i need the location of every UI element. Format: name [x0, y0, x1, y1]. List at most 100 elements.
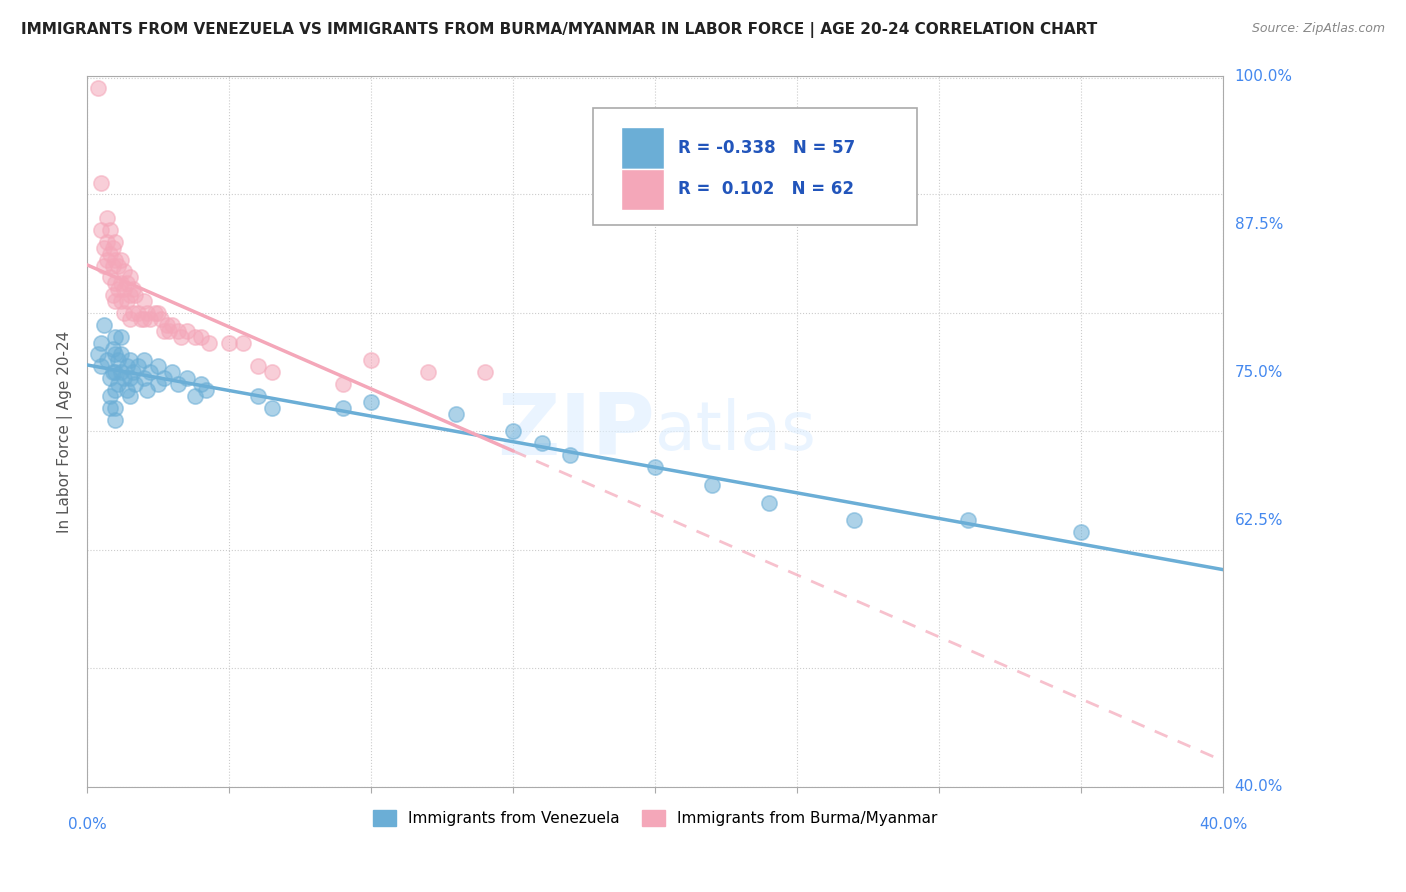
Point	[138, 311, 160, 326]
Point	[101, 288, 124, 302]
Point	[176, 371, 198, 385]
Point	[162, 318, 184, 332]
Point	[170, 329, 193, 343]
Point	[530, 436, 553, 450]
Point	[107, 377, 129, 392]
Point	[360, 394, 382, 409]
Point	[96, 353, 118, 368]
Point	[115, 359, 138, 374]
Text: 100.0%: 100.0%	[1234, 69, 1292, 84]
Point	[104, 365, 127, 379]
Point	[104, 277, 127, 291]
Point	[101, 259, 124, 273]
Point	[135, 383, 157, 397]
Point	[121, 282, 143, 296]
Point	[446, 407, 468, 421]
Point	[176, 324, 198, 338]
Point	[118, 389, 141, 403]
Point	[138, 365, 160, 379]
Point	[104, 294, 127, 309]
Legend: Immigrants from Venezuela, Immigrants from Burma/Myanmar: Immigrants from Venezuela, Immigrants fr…	[367, 805, 943, 832]
Point	[135, 306, 157, 320]
Point	[474, 365, 496, 379]
Point	[502, 425, 524, 439]
Point	[127, 306, 149, 320]
Point	[118, 311, 141, 326]
Point	[260, 401, 283, 415]
Point	[115, 277, 138, 291]
Point	[159, 324, 181, 338]
Point	[87, 81, 110, 95]
Point	[112, 264, 135, 278]
Point	[132, 294, 155, 309]
Text: 0.0%: 0.0%	[67, 817, 107, 832]
Point	[87, 347, 110, 361]
Point	[90, 359, 112, 374]
Text: 62.5%: 62.5%	[1234, 513, 1284, 528]
Point	[110, 329, 132, 343]
Point	[758, 495, 780, 509]
Text: 75.0%: 75.0%	[1234, 365, 1282, 380]
Point	[110, 365, 132, 379]
Point	[93, 259, 115, 273]
Point	[93, 241, 115, 255]
Point	[124, 377, 146, 392]
Point	[96, 211, 118, 226]
Point	[93, 318, 115, 332]
Point	[118, 371, 141, 385]
Point	[98, 389, 121, 403]
Point	[124, 288, 146, 302]
Point	[104, 383, 127, 397]
Y-axis label: In Labor Force | Age 20-24: In Labor Force | Age 20-24	[58, 330, 73, 533]
Point	[132, 371, 155, 385]
Point	[104, 347, 127, 361]
Point	[101, 365, 124, 379]
Point	[104, 235, 127, 249]
Point	[246, 359, 269, 374]
Point	[104, 329, 127, 343]
Point	[104, 412, 127, 426]
Point	[842, 513, 865, 527]
Point	[1070, 525, 1092, 540]
Point	[152, 371, 174, 385]
Point	[167, 324, 190, 338]
Text: R =  0.102   N = 62: R = 0.102 N = 62	[678, 180, 853, 198]
Point	[121, 365, 143, 379]
Point	[118, 288, 141, 302]
Point	[162, 365, 184, 379]
Point	[184, 389, 207, 403]
Point	[98, 371, 121, 385]
Point	[190, 377, 212, 392]
Point	[360, 353, 382, 368]
Point	[127, 359, 149, 374]
Point	[246, 389, 269, 403]
Point	[118, 353, 141, 368]
Point	[96, 252, 118, 267]
Bar	[621, 128, 665, 169]
Point	[118, 270, 141, 285]
Point	[132, 311, 155, 326]
Text: 40.0%: 40.0%	[1199, 817, 1247, 832]
Point	[112, 282, 135, 296]
Point	[132, 353, 155, 368]
Point	[98, 270, 121, 285]
Text: IMMIGRANTS FROM VENEZUELA VS IMMIGRANTS FROM BURMA/MYANMAR IN LABOR FORCE | AGE : IMMIGRANTS FROM VENEZUELA VS IMMIGRANTS …	[21, 22, 1097, 38]
Point	[107, 259, 129, 273]
Point	[332, 377, 354, 392]
Text: ZIP: ZIP	[498, 390, 655, 473]
Point	[110, 277, 132, 291]
Point	[101, 241, 124, 255]
Point	[104, 401, 127, 415]
Point	[198, 335, 221, 350]
Point	[146, 306, 169, 320]
Point	[115, 294, 138, 309]
Point	[232, 335, 254, 350]
Point	[146, 359, 169, 374]
Point	[143, 306, 166, 320]
Point	[110, 347, 132, 361]
Point	[558, 448, 581, 462]
Text: 87.5%: 87.5%	[1234, 217, 1282, 232]
Point	[107, 353, 129, 368]
Point	[167, 377, 190, 392]
FancyBboxPatch shape	[593, 108, 917, 226]
